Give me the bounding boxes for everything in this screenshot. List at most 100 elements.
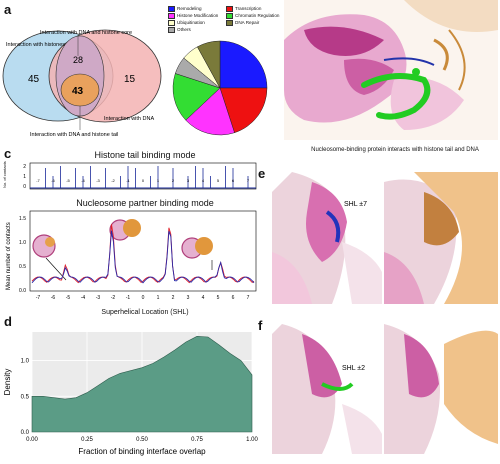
panel-f-structure-right: [384, 324, 498, 454]
panel-c-top-title: Histone tail binding mode: [94, 150, 196, 160]
top-xtick-label: -2: [111, 178, 115, 183]
bottom-xtick-label: 2: [172, 295, 175, 301]
bottom-xtick-label: 3: [187, 295, 190, 301]
legend-swatch: [226, 6, 233, 12]
venn-label-dna-core: Interaction with DNA and histone core: [40, 30, 132, 36]
panel-e-structure-right: [384, 172, 498, 304]
density-xtick-label: 1.00: [246, 437, 258, 443]
top-xtick-label: 5: [217, 178, 220, 183]
pie-slice: [197, 40, 221, 89]
bottom-ytick-label: 1.0: [19, 240, 26, 246]
venn-label-dna: Interaction with DNA: [104, 116, 154, 122]
panel-e-annotation: SHL ±7: [344, 201, 367, 208]
bottom-xtick-label: 5: [217, 295, 220, 301]
legend-item: Remodeling: [168, 6, 202, 12]
legend-item: Histone Modification: [168, 13, 218, 19]
legend-label: Others: [177, 27, 191, 33]
top-xtick-label: 6: [232, 178, 235, 183]
panel-b-structure: [284, 0, 498, 140]
venn-count-dna-tail: 43: [72, 86, 84, 97]
top-xtick-label: 2: [172, 178, 175, 183]
top-ytick-label: 2: [23, 164, 26, 170]
top-xtick-label: 4: [202, 178, 205, 183]
legend-item: Ubiquitination: [168, 20, 205, 26]
panel-c-bottom-plot: Mean number of contacts 1.5 1.0 0.5 0.0 -7 -6…: [6, 210, 257, 301]
top-xtick-label: -3: [96, 178, 100, 183]
panel-a-venn: 45 28 43 15 Interaction with DNA and his…: [2, 29, 162, 138]
density-xtick-label: 0.00: [26, 437, 38, 443]
nucleosome-thumb-left: [32, 234, 67, 281]
top-xtick-label: -5: [66, 178, 70, 183]
venn-count-dna-core: 28: [73, 55, 83, 65]
venn-count-histones: 45: [28, 74, 40, 85]
legend-swatch: [168, 13, 175, 19]
top-xtick-label: -7: [36, 178, 40, 183]
bottom-xtick-label: 4: [202, 295, 205, 301]
nucleosome-thumb-center: [109, 219, 141, 241]
density-xlabel: Fraction of binding interface overlap: [78, 447, 206, 456]
legend-label: Remodeling: [177, 6, 202, 12]
bottom-ytick-label: 0.5: [19, 264, 26, 270]
legend-item: Others: [168, 27, 191, 33]
venn-label-histones: Interaction with histones: [6, 42, 65, 48]
density-xtick-label: 0.50: [136, 437, 148, 443]
panel-c-bottom-title: Nucleosome partner binding mode: [76, 198, 214, 208]
density-ytick-label: 0.5: [21, 394, 30, 400]
panel-c-xlabel: Superhelical Location (SHL): [101, 309, 189, 316]
legend-swatch: [168, 27, 175, 33]
top-xtick-label: -6: [51, 178, 55, 183]
panel-c-ylabel: Mean number of contacts: [6, 222, 12, 290]
panel-c-top-ylabel: No. of contacts: [2, 161, 7, 188]
venn-count-dna: 15: [124, 74, 136, 85]
bottom-contact-trace: [31, 224, 255, 284]
bottom-contact-trace: [31, 230, 255, 284]
legend-label: Chromatin Regulation: [235, 13, 280, 19]
panel-a-pie: [172, 40, 268, 136]
legend-item: DNA Repair: [226, 20, 259, 26]
panel-c-letter: c: [4, 146, 12, 161]
legend-label: Histone Modification: [177, 13, 219, 19]
legend-label: DNA Repair: [235, 20, 260, 26]
panel-f-annotation: SHL ±2: [342, 365, 365, 372]
panel-d-density-chart: 0.00 0.25 0.50 0.75 1.00 0.0 0.5 1.0 Fraction of…: [3, 332, 258, 456]
bottom-ytick-label: 0.0: [19, 288, 26, 294]
density-xtick-label: 0.75: [191, 437, 203, 443]
top-xtick-label: -4: [81, 178, 85, 183]
legend-swatch: [226, 20, 233, 26]
panel-f-structure-left: SHL ±2: [272, 324, 382, 454]
panel-f-letter: f: [258, 318, 263, 333]
bottom-xtick-label: 1: [157, 295, 160, 301]
bottom-ytick-label: 1.5: [19, 216, 26, 222]
panel-a-legend: Remodeling Histone Modification Ubiquitina…: [168, 6, 280, 38]
top-ytick-label: 1: [23, 174, 26, 180]
density-xtick-label: 0.25: [81, 437, 93, 443]
bottom-xtick-label: -5: [66, 295, 71, 301]
pie-slice: [185, 87, 235, 136]
legend-label: Ubiquitination: [177, 20, 205, 26]
nucleosome-thumb-right: [181, 237, 213, 270]
top-xtick-label: 1: [157, 178, 160, 183]
panel-c-top-plot: No. of contacts 2 1 0 -7 -6 -5 -4 -3 -2 -1 0 1 2 3 4 5 6…: [2, 161, 257, 190]
legend-swatch: [226, 13, 233, 19]
legend-swatch: [168, 6, 175, 12]
bottom-xtick-label: -4: [81, 295, 86, 301]
venn-label-dna-tail: Interaction with DNA and histone tail: [30, 132, 118, 138]
bottom-xtick-label: 0: [142, 295, 145, 301]
density-ylabel: Density: [3, 369, 12, 396]
panel-a-letter: a: [4, 2, 12, 17]
panel-e-letter: e: [258, 166, 266, 181]
top-xtick-label: 7: [247, 178, 250, 183]
pie-slice: [172, 73, 221, 121]
bottom-xtick-label: 7: [247, 295, 250, 301]
legend-item: Transcription: [226, 6, 261, 12]
pie-slice: [219, 40, 268, 89]
bottom-xtick-label: -1: [126, 295, 131, 301]
bottom-xtick-label: -6: [51, 295, 56, 301]
density-ytick-label: 0.0: [21, 430, 30, 436]
bottom-xtick-label: -7: [36, 295, 41, 301]
top-xtick-label: 0: [142, 178, 145, 183]
bottom-xtick-label: -3: [96, 295, 101, 301]
panel-e-structure-left: SHL ±7: [272, 172, 382, 304]
pie-slice: [219, 87, 268, 134]
density-ytick-label: 1.0: [21, 359, 30, 365]
